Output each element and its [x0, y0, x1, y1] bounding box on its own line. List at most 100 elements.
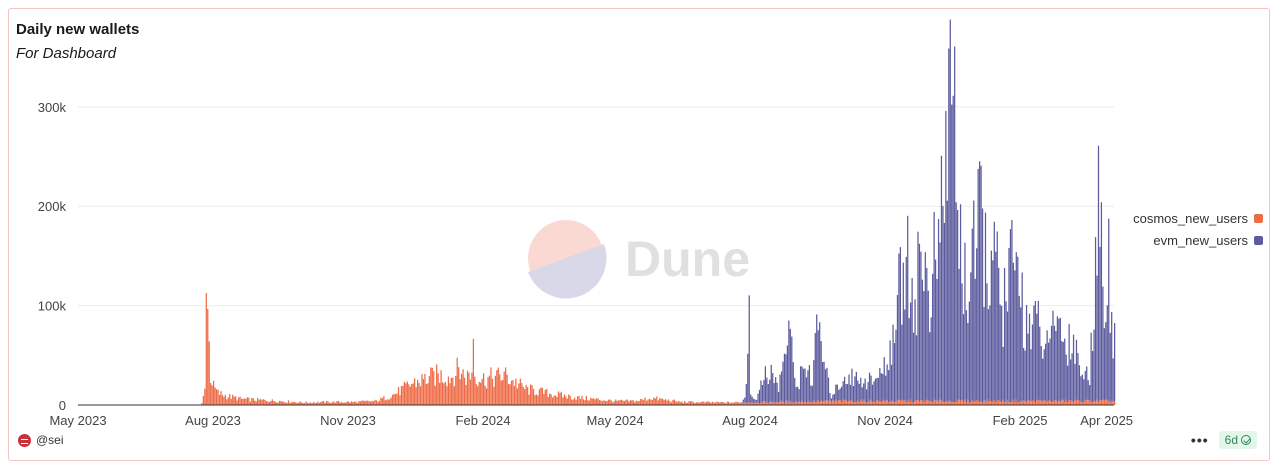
cosmos-bar [603, 400, 605, 405]
cosmos-bar [211, 385, 213, 405]
evm-bar [769, 379, 771, 402]
evm-bar [970, 272, 972, 403]
cosmos-bar [478, 381, 480, 405]
card-footer-actions: ••• 6d [1191, 431, 1257, 449]
cosmos-bar [444, 381, 447, 405]
y-tick-label: 0 [59, 398, 66, 413]
evm-bar [868, 372, 871, 400]
cosmos-bar [569, 395, 571, 405]
evm-bar [811, 385, 813, 402]
cosmos-bar [512, 380, 514, 405]
cosmos-bar [267, 401, 269, 405]
cosmos-bar [704, 402, 706, 405]
cosmos-bar [1047, 399, 1050, 405]
evm-bar [1024, 350, 1026, 402]
evm-bar [1011, 220, 1013, 402]
evm-bar [912, 332, 915, 403]
x-tick-label: May 2024 [587, 413, 644, 428]
evm-bar [786, 345, 789, 401]
evm-bar [750, 394, 752, 403]
evm-bar [747, 353, 749, 403]
cosmos-bar [1096, 399, 1098, 405]
cosmos-bar [1052, 402, 1054, 405]
evm-bar [807, 370, 809, 402]
cosmos-bar [271, 399, 273, 405]
evm-bar [1089, 385, 1091, 401]
cosmos-bar [527, 387, 529, 405]
cosmos-bar [568, 394, 570, 405]
cosmos-bar [1030, 401, 1032, 405]
cosmos-bar [917, 399, 919, 405]
cosmos-bar [333, 401, 335, 405]
refresh-badge[interactable]: 6d [1218, 431, 1257, 449]
evm-bar [797, 386, 799, 403]
cosmos-bar [855, 401, 857, 405]
cosmos-bar [634, 402, 636, 405]
cosmos-bar [905, 402, 907, 405]
evm-bar [836, 384, 838, 402]
cosmos-bar [817, 400, 819, 405]
evm-bar [805, 377, 808, 403]
cosmos-bar [937, 400, 940, 405]
evm-bar [1080, 376, 1082, 403]
cosmos-bar [675, 401, 677, 405]
legend-item-evm[interactable]: evm_new_users [1127, 229, 1263, 251]
cosmos-bar [857, 400, 859, 405]
evm-bar [901, 324, 903, 401]
cosmos-bar [651, 400, 654, 405]
cosmos-bar [776, 402, 778, 405]
cosmos-bar [973, 401, 975, 405]
cosmos-bar [358, 401, 360, 405]
cosmos-bar [499, 374, 501, 405]
cosmos-bar [494, 375, 496, 405]
cosmos-bar [469, 379, 472, 405]
legend-item-cosmos[interactable]: cosmos_new_users [1127, 207, 1263, 229]
cosmos-bar [283, 401, 285, 405]
evm-bar [870, 375, 872, 401]
cosmos-bar [328, 402, 331, 405]
author-credit[interactable]: @sei [18, 433, 64, 447]
cosmos-bar [1036, 400, 1038, 405]
cosmos-bar [932, 402, 934, 405]
cosmos-bar [1012, 399, 1014, 405]
cosmos-bar [214, 387, 216, 405]
cosmos-bar [672, 399, 674, 405]
cosmos-bar [299, 401, 301, 405]
evm-bar [1018, 295, 1020, 403]
cosmos-bar [412, 383, 414, 405]
evm-bar [1002, 346, 1004, 400]
evm-bar [810, 385, 812, 403]
cosmos-bar [954, 401, 956, 405]
evm-bar [1003, 267, 1006, 403]
evm-bar [956, 209, 959, 400]
cosmos-bar [959, 400, 962, 405]
cosmos-bar [929, 401, 931, 405]
evm-bar [801, 366, 803, 401]
cosmos-bar [535, 394, 538, 405]
x-tick-label: Nov 2023 [320, 413, 376, 428]
cosmos-bar [1097, 401, 1100, 405]
more-dots-icon[interactable]: ••• [1190, 432, 1209, 448]
evm-bar [761, 384, 764, 402]
evm-bar [914, 299, 916, 401]
cosmos-bar [353, 401, 356, 405]
cosmos-bar [516, 388, 519, 405]
cosmos-bar [427, 383, 429, 405]
cosmos-bar [436, 364, 438, 405]
watermark-logo-shade [528, 244, 607, 299]
evm-bar [1021, 272, 1023, 402]
evm-bar [764, 366, 766, 402]
evm-bar [832, 394, 834, 401]
cosmos-bars [201, 293, 1116, 405]
watermark-text: Dune [625, 231, 750, 287]
cosmos-bar [585, 395, 587, 405]
cosmos-bar [461, 373, 463, 405]
x-tick-label: Apr 2025 [1080, 413, 1133, 428]
evm-bar [989, 305, 991, 402]
evm-bar [996, 231, 998, 401]
cosmos-bar [716, 401, 718, 405]
cosmos-bar [635, 400, 637, 405]
cosmos-bar [695, 402, 698, 405]
cosmos-bar [706, 401, 708, 405]
cosmos-bar [835, 399, 837, 405]
